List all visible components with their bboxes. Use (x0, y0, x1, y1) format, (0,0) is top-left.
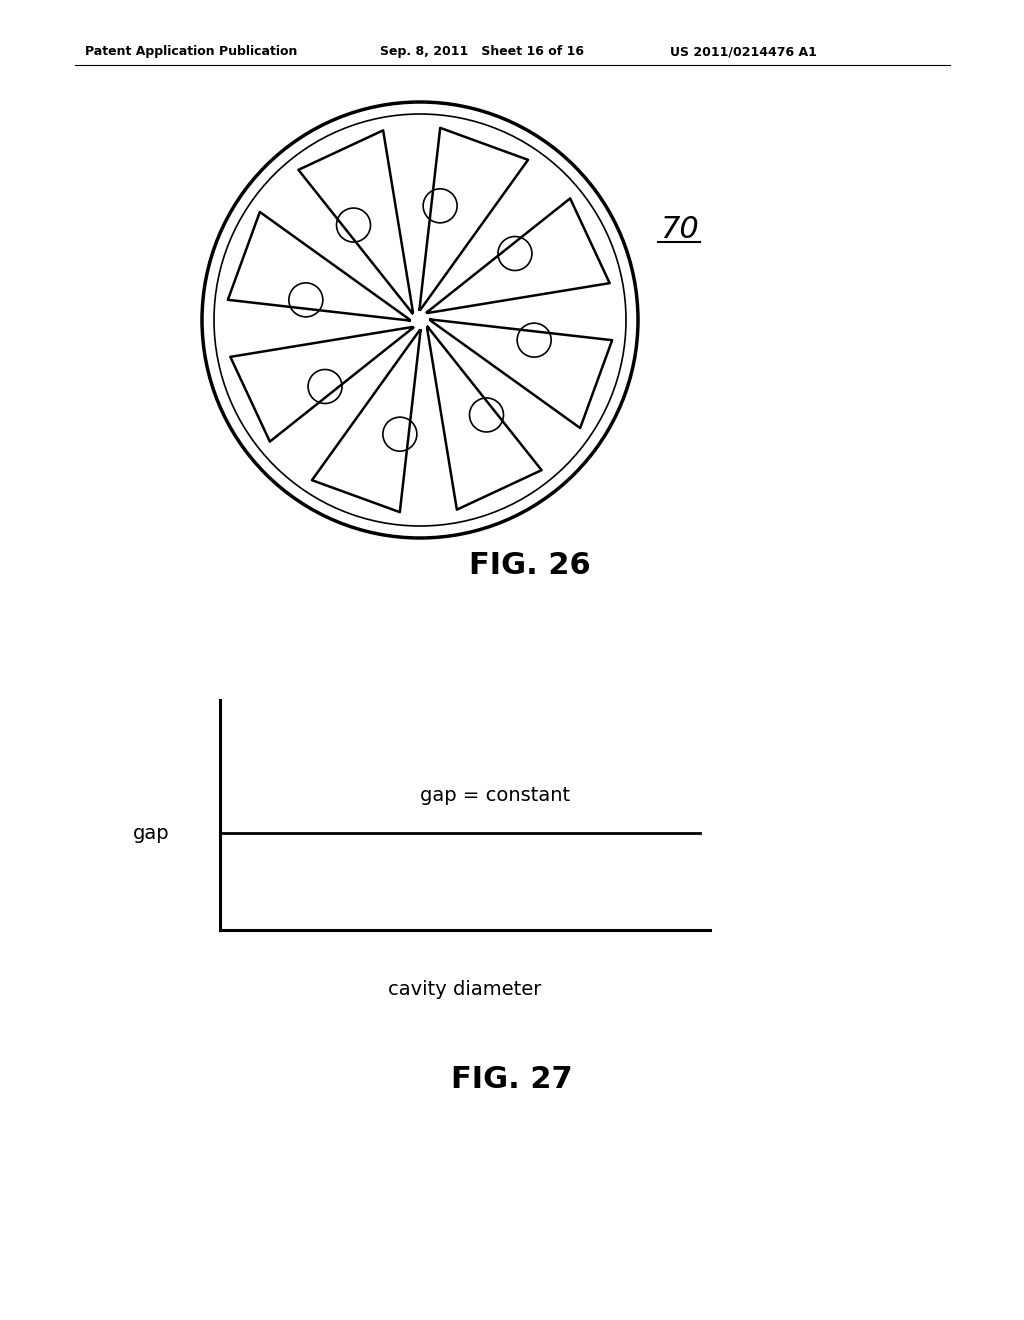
Text: Patent Application Publication: Patent Application Publication (85, 45, 297, 58)
Text: gap: gap (133, 824, 170, 843)
Text: Sep. 8, 2011   Sheet 16 of 16: Sep. 8, 2011 Sheet 16 of 16 (380, 45, 584, 58)
Text: 70: 70 (660, 215, 699, 244)
Text: cavity diameter: cavity diameter (388, 979, 542, 999)
Text: FIG. 27: FIG. 27 (452, 1065, 572, 1094)
Text: FIG. 26: FIG. 26 (469, 550, 591, 579)
Text: US 2011/0214476 A1: US 2011/0214476 A1 (670, 45, 817, 58)
Text: gap = constant: gap = constant (420, 787, 570, 805)
